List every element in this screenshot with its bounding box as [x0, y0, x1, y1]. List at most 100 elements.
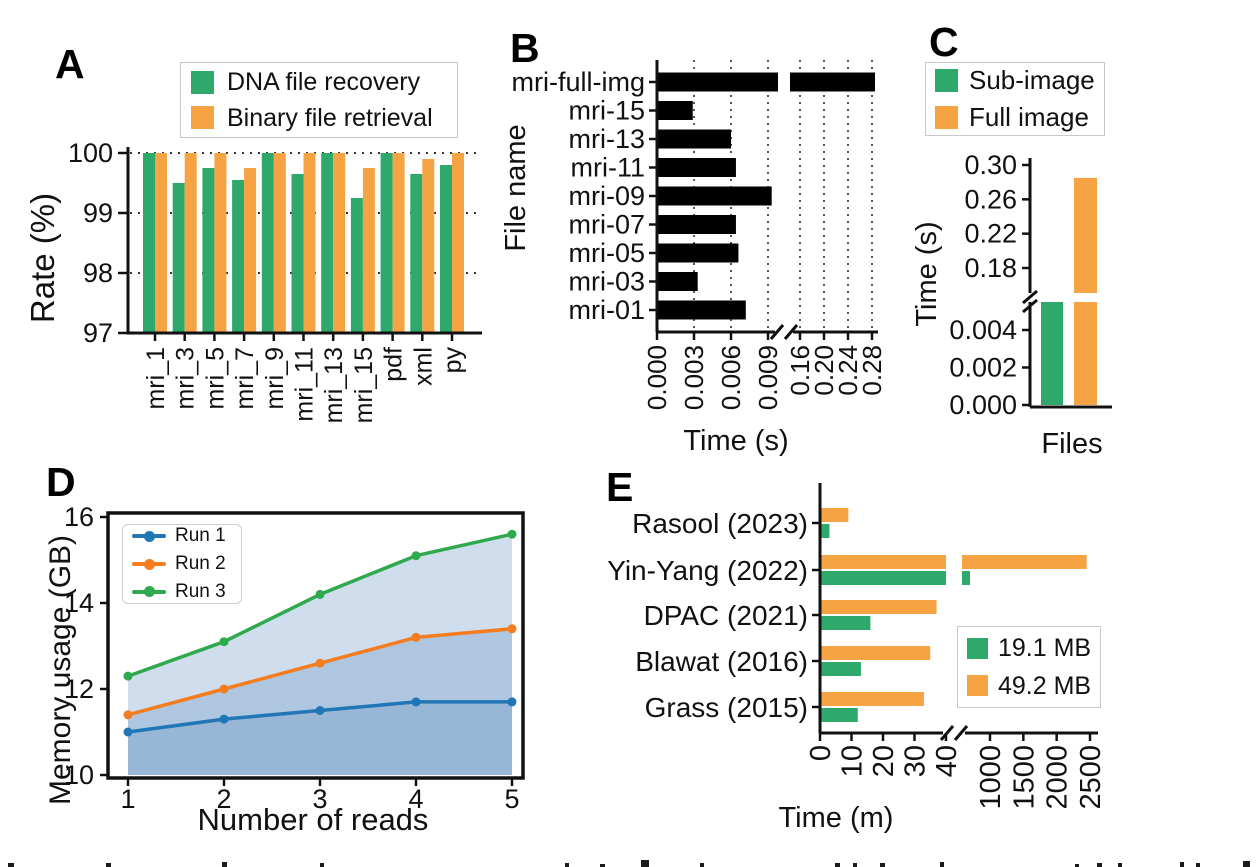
x-category-label: mri_15 [350, 347, 378, 423]
x-category-label: mri_5 [201, 347, 229, 410]
panel-d-x-axis-title: Number of reads [198, 802, 429, 837]
bar-dna-recovery [143, 153, 155, 333]
category-label: Grass (2015) [645, 692, 808, 723]
x-tick-label: 40 [931, 745, 963, 777]
legend-item: Full image [935, 102, 1095, 133]
x-category-label: mri_11 [291, 347, 319, 422]
category-label: Rasool (2023) [632, 508, 808, 539]
y-tick-label: 14 [64, 588, 94, 618]
plot-border [106, 511, 525, 780]
axis-break-mark [1022, 298, 1038, 314]
data-point [507, 529, 517, 539]
bar-49mb [820, 692, 924, 706]
y-tick-label: 0.000 [949, 390, 1017, 420]
y-tick-label: 0.22 [964, 219, 1017, 249]
legend-label: Binary file retrieval [227, 103, 433, 132]
y-tick-label: 0.004 [949, 315, 1017, 345]
bar [657, 158, 736, 177]
bar-binary-retrieval [333, 153, 346, 333]
panel-a-y-axis-title: Rate (%) [24, 193, 61, 323]
bar-binary-retrieval [392, 153, 405, 333]
x-category-label: mri_7 [231, 347, 259, 410]
legend-item: 49.2 MB [967, 672, 1091, 701]
bar-19mb-left-segment [820, 571, 946, 585]
data-point [219, 714, 229, 724]
caption-text-speck [1118, 863, 1122, 867]
legend-item: Run 2 [132, 553, 232, 575]
area-fill [128, 628, 512, 775]
green-swatch-icon [967, 637, 988, 659]
x-tick-label: 0.28 [857, 345, 887, 396]
bar-dna-recovery [350, 198, 363, 333]
bar-binary-retrieval [452, 153, 464, 333]
x-tick-label: 2000 [1042, 745, 1074, 810]
bar-dna-recovery [380, 153, 393, 333]
bar-dna-recovery [232, 180, 245, 333]
data-point [123, 727, 133, 737]
y-tick-label: 0.002 [949, 353, 1017, 383]
green-swatch-icon [191, 70, 214, 94]
bar-binary-retrieval [422, 159, 435, 333]
y-tick-label: 100 [68, 138, 113, 168]
axis-break-mark [1022, 289, 1038, 305]
legend-item: Run 1 [132, 525, 232, 547]
axis-break-mark [953, 725, 969, 741]
panel-a-chart: 97 98 99 100 mri_1 mri_3 mri_5 mri_7 mri_9 mri_11… [68, 138, 482, 423]
run2-line-marker-icon [132, 558, 166, 570]
y-tick-label: 97 [83, 318, 113, 348]
bar-dna-recovery [321, 153, 334, 333]
y-tick-label: 10 [64, 760, 94, 790]
orange-swatch-icon [191, 106, 214, 130]
category-label: mri-05 [568, 238, 645, 268]
x-tick-label: 30 [900, 745, 932, 777]
bar-19mb [820, 616, 871, 630]
panel-b-x-axis-title: Time (s) [683, 425, 788, 457]
data-point [507, 624, 517, 634]
caption-fragment [0, 856, 1256, 867]
bar-19mb [820, 662, 861, 676]
legend-label: Run 2 [175, 553, 226, 575]
bar-binary-retrieval [184, 153, 197, 333]
green-swatch-icon [935, 69, 958, 93]
caption-text-speck [106, 863, 111, 867]
panel-c-y-axis-title: Time (s) [911, 221, 943, 326]
bar-binary-retrieval [214, 153, 227, 333]
x-tick-label: 20 [868, 745, 900, 777]
caption-text-speck [8, 863, 14, 867]
panel-d-y-axis-title: Memory usage (GB) [44, 535, 77, 805]
caption-text-speck [320, 863, 324, 867]
x-category-label: mri_13 [320, 347, 348, 423]
x-tick-label: 0.16 [785, 345, 815, 396]
legend-item: Binary file retrieval [191, 104, 447, 133]
x-tick-label: 1500 [1008, 745, 1040, 810]
panel-b-y-axis-title: File name [500, 124, 532, 251]
data-point [219, 684, 229, 694]
bar-49mb [820, 646, 931, 660]
orange-swatch-icon [935, 105, 958, 129]
x-tick-label: 0.24 [833, 345, 863, 396]
data-point [315, 706, 325, 715]
caption-text-speck [565, 863, 569, 867]
data-point [315, 658, 325, 668]
category-label: Yin-Yang (2022) [607, 555, 808, 586]
x-tick-label: 4 [408, 784, 423, 814]
panel-e-x-axis-title: Time (m) [779, 802, 894, 834]
run1-line-marker-icon [132, 530, 166, 542]
bar-49mb [820, 508, 849, 522]
panel-e-label: E [606, 464, 634, 510]
bar-binary-retrieval [362, 168, 375, 333]
bar-49mb [820, 600, 937, 614]
bar-49mb-left-segment [820, 555, 946, 569]
caption-text-speck [853, 863, 857, 867]
panel-a-label: A [55, 41, 85, 87]
bar-sub-image [1041, 302, 1063, 405]
caption-text-speck [1196, 863, 1200, 867]
category-label: mri-03 [568, 267, 645, 297]
panel-a-legend: DNA file recovery Binary file retrieval [180, 62, 458, 138]
orange-swatch-icon [967, 675, 988, 697]
y-tick-label: 12 [64, 674, 94, 704]
bar-49mb-right-segment [962, 555, 1087, 569]
axis-break-mark [769, 324, 785, 340]
bar-binary-retrieval [244, 168, 257, 333]
